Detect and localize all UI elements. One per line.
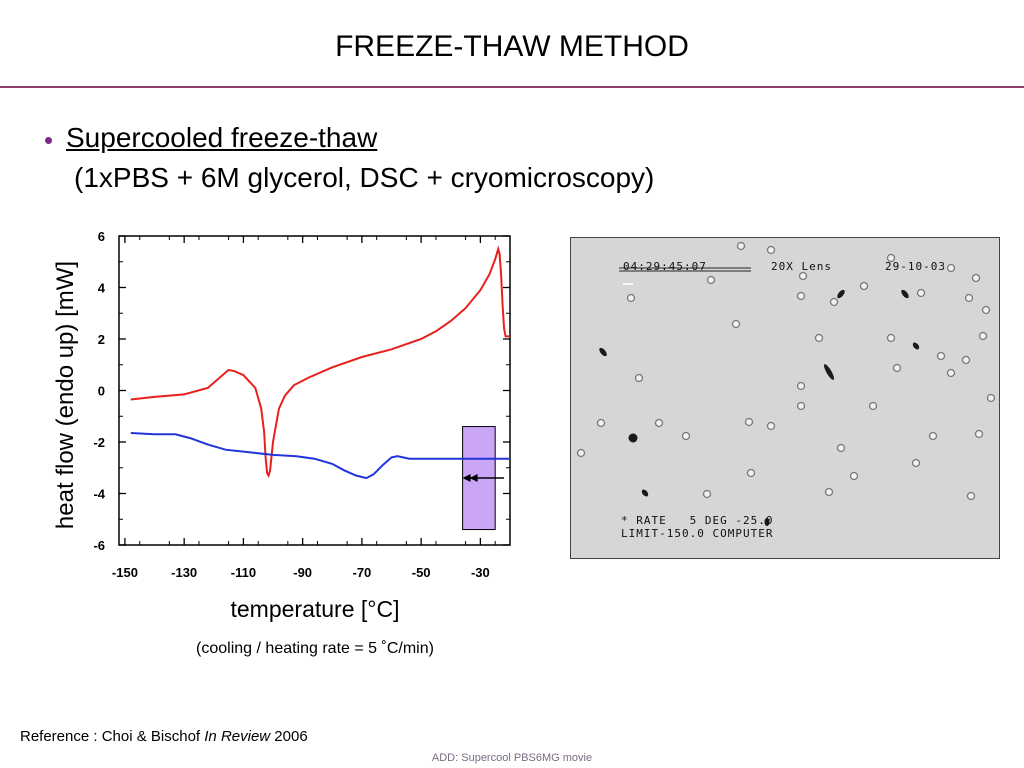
rate-note: (cooling / heating rate = 5 ˚C/min) <box>196 640 434 657</box>
heating-curve <box>130 245 510 479</box>
x-tick-label: -90 <box>293 565 312 580</box>
x-tick-label: -150 <box>112 565 138 580</box>
x-tick-label: -30 <box>471 565 490 580</box>
microscope-cells <box>571 238 999 558</box>
bullet-subtext: (1xPBS + 6M glycerol, DSC + cryomicrosco… <box>74 162 655 193</box>
reference-text: Reference : Choi & Bischof In Review 200… <box>20 728 308 745</box>
reference-year: 2006 <box>270 728 308 745</box>
reference-journal: In Review <box>204 728 271 745</box>
reference-prefix: Reference : Choi & Bischof <box>20 728 205 745</box>
cryomicroscopy-image: 04:29:45:07 20X Lens 29-10-03 * RATE 5 D… <box>570 237 1000 559</box>
micro-date: 29-10-03 <box>885 260 946 273</box>
micro-lens: 20X Lens <box>771 260 832 273</box>
y-axis-label: heat flow (endo up) [mW] <box>52 260 79 530</box>
x-tick-label: -50 <box>412 565 431 580</box>
y-tick-label: 0 <box>98 384 105 399</box>
micro-timestamp: 04:29:45:07 <box>623 260 707 273</box>
slide-title: FREEZE-THAW METHOD <box>335 30 689 63</box>
cooling-curve <box>130 432 510 480</box>
y-tick-label: 6 <box>98 229 105 244</box>
micro-limit-line: LIMIT-150.0 COMPUTER <box>621 527 774 540</box>
y-tick-label: -4 <box>93 487 105 502</box>
y-tick-label: -2 <box>93 435 105 450</box>
bullet-heading: Supercooled freeze-thaw <box>66 122 378 153</box>
x-tick-label: -130 <box>171 565 197 580</box>
x-tick-label: -110 <box>231 565 256 580</box>
arrow-head <box>462 474 471 483</box>
x-axis-label: temperature [°C] <box>230 596 400 622</box>
bullet-marker: • <box>44 125 54 155</box>
y-tick-label: 2 <box>98 332 105 347</box>
y-tick-label: -6 <box>93 538 105 553</box>
micro-rate-line: * RATE 5 DEG -25.0 <box>621 514 774 527</box>
arrow-head-second <box>469 474 478 483</box>
y-tick-label: 4 <box>98 281 106 296</box>
x-tick-label: -70 <box>352 565 371 580</box>
footer-note: ADD: Supercool PBS6MG movie <box>431 752 593 764</box>
dsc-chart: 6 4 2 0 -2 -4 -6 -150 -130 -110 -90 -70 -50 -30 <box>93 229 511 580</box>
title-divider <box>0 86 1024 88</box>
plot-frame <box>118 235 511 546</box>
